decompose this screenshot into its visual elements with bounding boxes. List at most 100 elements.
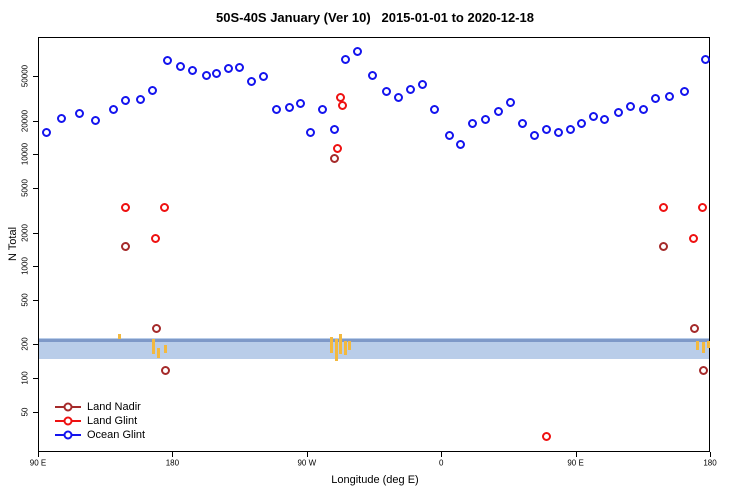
ocean-glint-point [382,87,392,97]
land-glint-point [150,234,160,244]
land-nadir-point [658,241,668,251]
legend: Land Nadir Land Glint Ocean Glint [55,400,145,442]
band-edge-line [39,338,709,342]
ocean-glint-point [518,118,528,128]
land-glint-point [121,203,131,213]
land-nadir-point [161,365,171,375]
ocean-glint-point [445,131,455,141]
x-tick [710,452,711,457]
x-tick-label: 90 E [29,458,47,468]
legend-item-land-glint: Land Glint [55,414,145,428]
y-tick-label: 500 [20,293,30,307]
band-mark [152,339,156,355]
ocean-glint-point [91,116,101,126]
legend-circle [63,416,73,426]
ocean-glint-point [224,63,234,73]
y-tick-label: 2000 [20,223,30,242]
ocean-glint-point [639,105,649,115]
ocean-glint-point [613,108,623,118]
ocean-glint-point [588,111,598,121]
shaded-band [39,337,709,360]
y-tick [33,378,38,380]
ocean-glint-point [212,69,222,79]
land-glint-point [697,203,707,213]
ocean-glint-point [318,104,328,114]
land-glint-point [333,144,343,154]
ocean-glint-point [700,55,710,65]
land-nadir-point [690,323,700,333]
ocean-glint-point [406,85,416,95]
land-glint-point [688,234,698,244]
ocean-glint-point [651,94,661,104]
y-tick [33,76,38,78]
legend-item-ocean-glint: Ocean Glint [55,428,145,442]
land-nadir-point [330,154,340,164]
ocean-glint-point [136,95,146,105]
x-tick [306,452,308,457]
x-axis-label: Longitude (deg E) [331,474,419,486]
ocean-glint-point [176,62,186,72]
band-mark [702,341,706,353]
ocean-glint-point [188,66,198,76]
ocean-glint-point [201,70,211,80]
y-axis-label: N Total [7,226,19,262]
y-tick [33,232,38,234]
x-tick [172,452,174,457]
x-tick-label: 0 [438,458,444,468]
legend-label: Land Glint [87,415,138,427]
ocean-glint-point [418,79,428,89]
ocean-glint-point [566,125,576,135]
band-mark [339,334,343,355]
legend-item-land-nadir: Land Nadir [55,400,145,414]
ocean-glint-point [352,46,362,56]
y-tick [33,120,38,122]
ocean-glint-point [74,109,84,119]
y-tick-label: 50000 [20,65,30,88]
ocean-glint-point [56,113,66,123]
ocean-glint-point [121,95,131,105]
ocean-glint-point [679,87,689,97]
land-nadir-point [152,323,162,333]
y-tick [33,154,38,156]
land-glint-point [337,100,347,110]
ocean-glint-point [285,102,295,112]
legend-circle [63,402,73,412]
legend-symbol-icon [55,402,81,412]
y-tick-label: 50 [20,407,30,417]
band-mark [706,341,710,349]
ocean-glint-point [542,125,552,135]
ocean-glint-point [576,118,586,128]
band-mark [118,334,122,340]
band-mark [343,340,347,355]
band-mark [696,340,700,350]
legend-label: Land Nadir [87,401,141,413]
ocean-glint-point [467,118,477,128]
x-tick [441,452,443,457]
y-tick-label: 10000 [20,143,30,166]
ocean-glint-point [530,131,540,141]
land-glint-point [542,431,552,441]
chart-title: 50S-40S January (Ver 10) 2015-01-01 to 2… [216,10,534,25]
band-mark [348,340,352,350]
ocean-glint-point [306,128,316,138]
band-mark [156,347,160,358]
ocean-glint-point [41,128,51,138]
legend-label: Ocean Glint [87,429,146,441]
y-tick [33,344,38,346]
x-tick-label: 180 [165,458,180,468]
ocean-glint-point [340,55,350,65]
y-tick [33,188,38,190]
land-glint-point [658,203,668,213]
ocean-glint-point [246,76,256,86]
ocean-glint-point [455,140,465,150]
ocean-glint-point [234,63,244,73]
legend-symbol-icon [55,416,81,426]
band-mark [334,339,338,362]
ocean-glint-point [600,114,610,124]
land-nadir-point [121,241,131,251]
y-tick [33,266,38,268]
band-mark [330,337,334,354]
x-tick-label: 90 W [297,458,317,468]
x-tick [575,452,577,457]
ocean-glint-point [147,86,157,96]
